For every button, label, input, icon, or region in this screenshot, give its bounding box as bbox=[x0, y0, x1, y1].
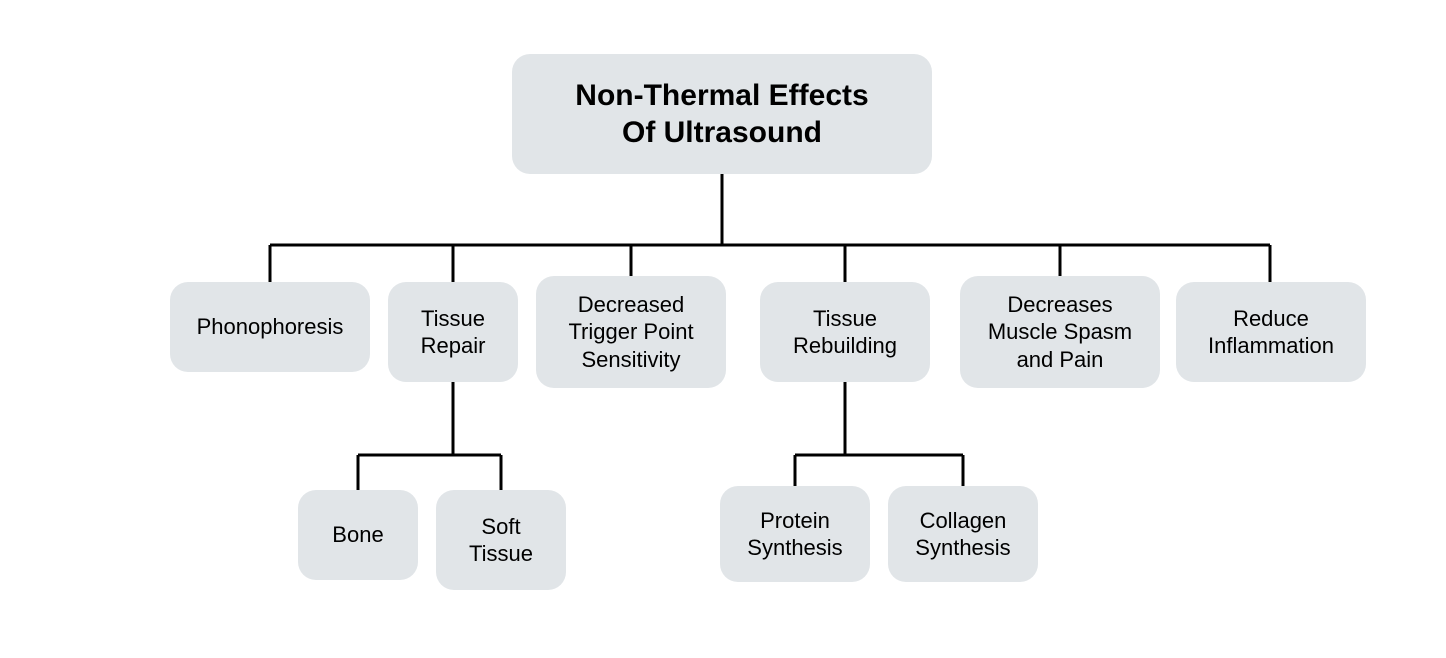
diagram-canvas: Non-Thermal Effects Of Ultrasound Phonop… bbox=[0, 0, 1446, 658]
label-l2: Muscle Spasm bbox=[988, 318, 1132, 346]
label-l3: and Pain bbox=[988, 346, 1132, 374]
node-soft-tissue: Soft Tissue bbox=[436, 490, 566, 590]
node-protein-synthesis: Protein Synthesis bbox=[720, 486, 870, 582]
label-l1: Decreased bbox=[568, 291, 693, 319]
label-l1: Reduce bbox=[1208, 305, 1334, 333]
label-l2: Tissue bbox=[469, 540, 533, 568]
label: Phonophoresis bbox=[197, 313, 344, 341]
node-tissue-rebuilding: Tissue Rebuilding bbox=[760, 282, 930, 382]
root-node: Non-Thermal Effects Of Ultrasound bbox=[512, 54, 932, 174]
label-l1: Protein bbox=[747, 507, 842, 535]
node-tissue-repair: Tissue Repair bbox=[388, 282, 518, 382]
node-bone: Bone bbox=[298, 490, 418, 580]
label-l1: Tissue bbox=[793, 305, 897, 333]
node-decreased-trigger: Decreased Trigger Point Sensitivity bbox=[536, 276, 726, 388]
label-l1: Tissue bbox=[421, 305, 486, 333]
label-l2: Synthesis bbox=[747, 534, 842, 562]
root-line1: Non-Thermal Effects bbox=[575, 77, 868, 115]
root-line2: Of Ultrasound bbox=[575, 114, 868, 152]
label-l2: Synthesis bbox=[915, 534, 1010, 562]
node-phonophoresis: Phonophoresis bbox=[170, 282, 370, 372]
node-reduce-inflammation: Reduce Inflammation bbox=[1176, 282, 1366, 382]
node-decreases-spasm: Decreases Muscle Spasm and Pain bbox=[960, 276, 1160, 388]
label-l2: Inflammation bbox=[1208, 332, 1334, 360]
label: Bone bbox=[332, 521, 383, 549]
node-collagen-synthesis: Collagen Synthesis bbox=[888, 486, 1038, 582]
label-l2: Repair bbox=[421, 332, 486, 360]
label-l1: Decreases bbox=[988, 291, 1132, 319]
label-l1: Soft bbox=[469, 513, 533, 541]
label-l2: Rebuilding bbox=[793, 332, 897, 360]
label-l2: Trigger Point bbox=[568, 318, 693, 346]
label-l3: Sensitivity bbox=[568, 346, 693, 374]
label-l1: Collagen bbox=[915, 507, 1010, 535]
